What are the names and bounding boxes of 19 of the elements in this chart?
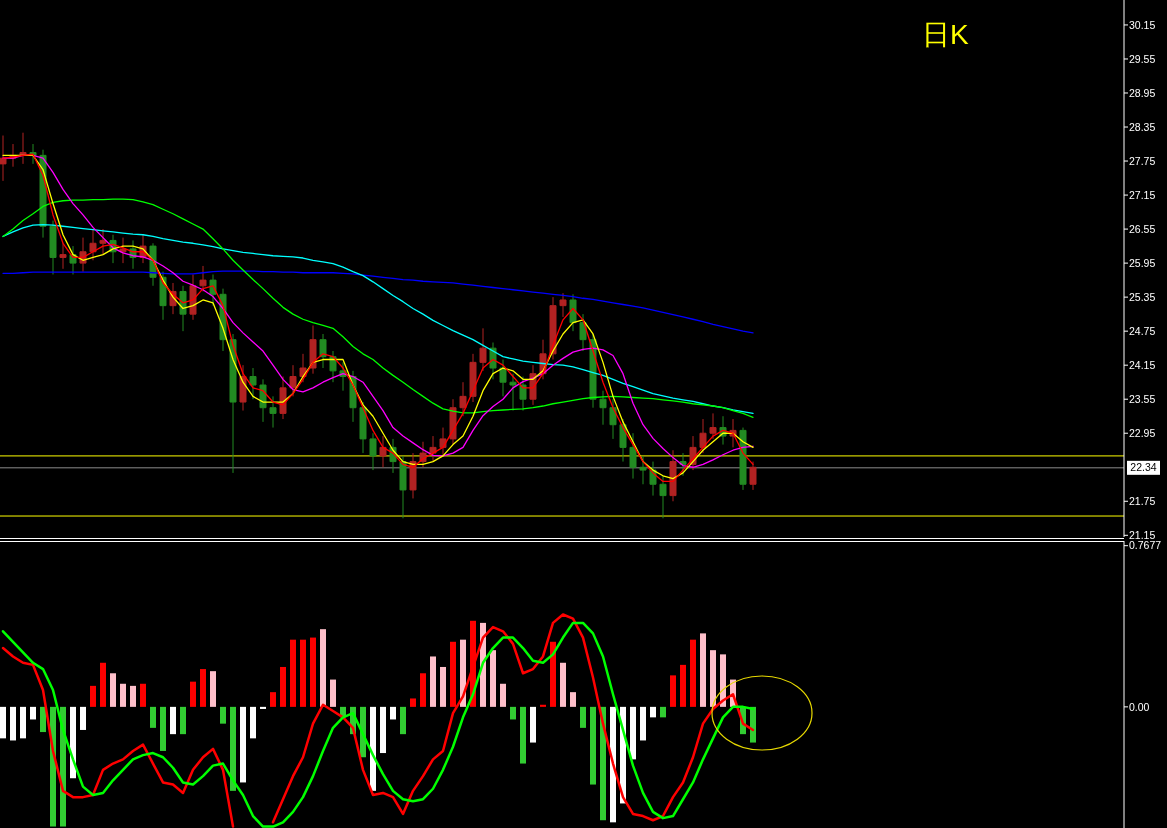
y-tick-label: 21.75	[1129, 494, 1156, 507]
y-tick-label: 26.55	[1129, 222, 1156, 235]
y-tick-label: 25.35	[1129, 290, 1156, 303]
y-tick-label: 25.95	[1129, 256, 1156, 269]
y-tick-label: 24.75	[1129, 324, 1156, 337]
y-tick-label: 0.7677	[1129, 539, 1162, 552]
y-tick-label: 24.15	[1129, 358, 1156, 371]
y-tick-label: 27.75	[1129, 154, 1156, 167]
y-tick-label: 21.15	[1129, 528, 1156, 541]
y-tick-label: 28.95	[1129, 86, 1156, 99]
y-tick-label: 30.15	[1129, 18, 1156, 31]
ref-line-label: 22.34	[1130, 461, 1157, 474]
y-tick-label: 27.15	[1129, 188, 1156, 201]
y-tick-label: 29.55	[1129, 52, 1156, 65]
y-tick-label: 22.95	[1129, 426, 1156, 439]
text: 日K	[922, 19, 969, 50]
y-tick-label: 23.55	[1129, 392, 1156, 405]
y-tick-label: 28.35	[1129, 120, 1156, 133]
y-tick-label: 0.00	[1129, 700, 1150, 713]
